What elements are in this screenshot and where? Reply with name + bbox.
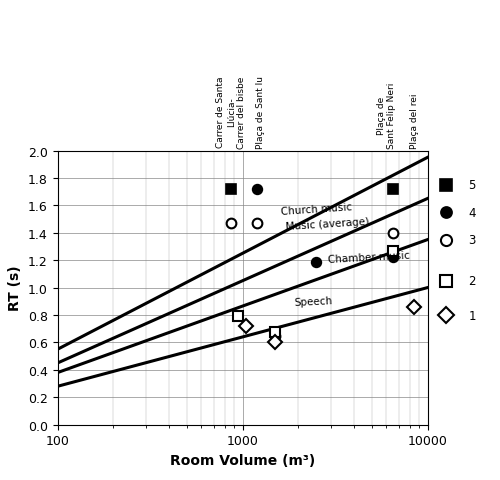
Text: Chamber music: Chamber music — [328, 250, 410, 264]
Text: 4: 4 — [468, 206, 475, 219]
Text: Church music: Church music — [280, 202, 352, 216]
Text: Carrer de Santa
Llúcia-
Carrer del bisbe: Carrer de Santa Llúcia- Carrer del bisbe — [216, 76, 246, 148]
Text: Plaça de Sant lu: Plaça de Sant lu — [256, 76, 265, 148]
Text: Plaça del rei: Plaça del rei — [410, 93, 419, 148]
Text: 1: 1 — [468, 309, 475, 322]
Y-axis label: RT (s): RT (s) — [8, 265, 22, 311]
Text: Speech: Speech — [294, 296, 333, 308]
Text: 5: 5 — [468, 179, 475, 192]
Text: 2: 2 — [468, 275, 475, 288]
Text: 3: 3 — [468, 234, 475, 247]
Text: Plaça de
Sant Felip Neri: Plaça de Sant Felip Neri — [377, 82, 396, 148]
Text: Music (average): Music (average) — [285, 217, 369, 232]
X-axis label: Room Volume (m³): Room Volume (m³) — [170, 453, 315, 467]
